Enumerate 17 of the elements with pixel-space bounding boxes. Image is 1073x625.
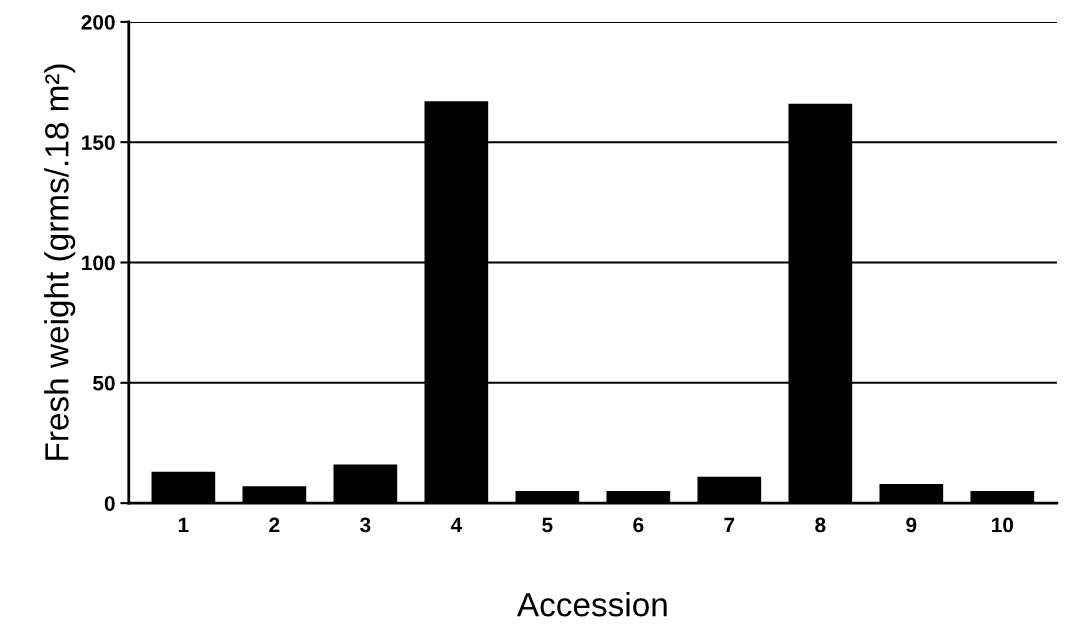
x-tick-label: 3 — [360, 517, 371, 533]
y-axis-title: Fresh weight (grms/.18 m²) — [44, 64, 76, 460]
x-tick-label: 2 — [269, 517, 280, 533]
y-tick-label: 150 — [82, 135, 115, 150]
y-tick-label: 50 — [93, 375, 115, 391]
x-tick-label: 9 — [906, 517, 917, 533]
x-tick-label: 5 — [542, 517, 553, 533]
x-tick-label: 6 — [633, 517, 644, 533]
x-tick-label: 4 — [450, 517, 463, 533]
y-tick-label: 0 — [104, 496, 115, 511]
x-tick-label: 1 — [178, 517, 189, 533]
x-axis-title: Accession — [516, 591, 667, 617]
x-tick-label: 7 — [724, 517, 735, 533]
y-tick-label: 200 — [81, 14, 115, 30]
y-tick-label: 100 — [82, 255, 115, 271]
x-tick-label: 8 — [815, 517, 826, 533]
x-tick-label: 10 — [992, 517, 1014, 533]
